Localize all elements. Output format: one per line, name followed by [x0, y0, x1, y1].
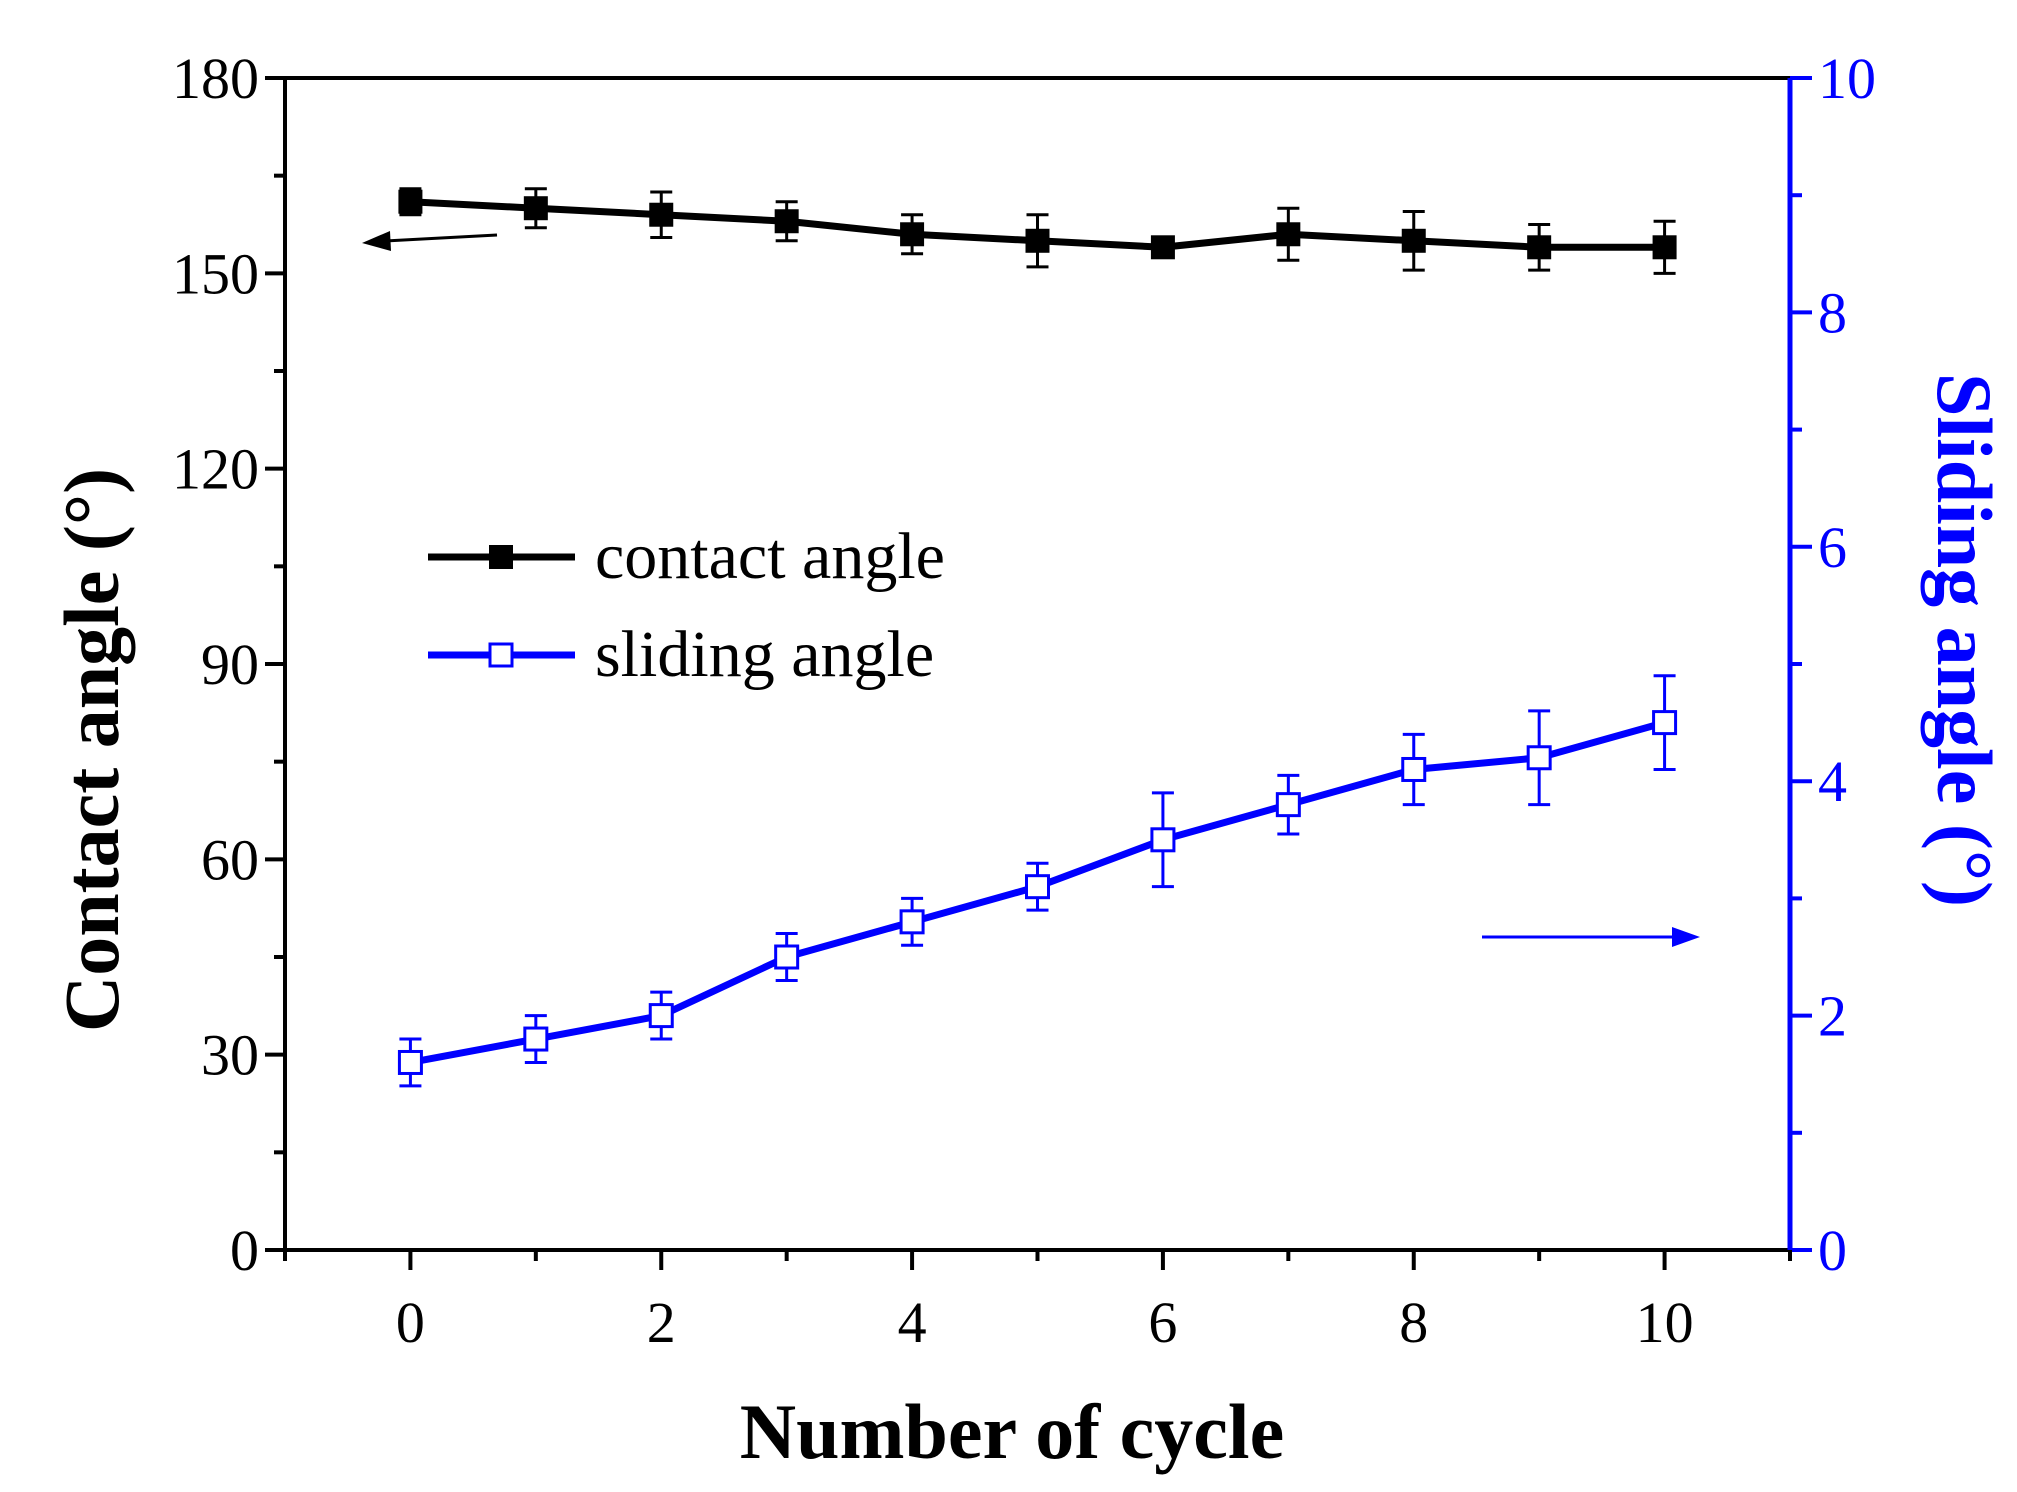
- data-point: [1652, 235, 1677, 260]
- left-tick-label: 150: [172, 241, 259, 306]
- data-point: [900, 222, 925, 247]
- legend: contact angle sliding angle: [428, 520, 945, 691]
- left-tick-label: 180: [172, 46, 259, 111]
- right-tick-label: 0: [1818, 1218, 1847, 1283]
- data-point: [1276, 222, 1301, 247]
- left-axis-ticks: 0 30 60 90 120 150 180: [172, 46, 285, 1283]
- data-point: [1275, 792, 1301, 818]
- legend-entry-contact-angle: contact angle: [428, 520, 945, 593]
- x-tick-label: 2: [647, 1290, 676, 1355]
- data-point: [899, 909, 925, 935]
- left-axis-title: Contact angle (°): [48, 468, 135, 1032]
- left-tick-label: 120: [172, 437, 259, 502]
- series-contact-angle: [398, 187, 1677, 275]
- series-layer: [397, 187, 1678, 1088]
- data-point: [523, 1026, 549, 1052]
- data-point: [1150, 827, 1176, 853]
- x-tick-label: 8: [1399, 1290, 1428, 1355]
- right-tick-label: 4: [1818, 749, 1847, 814]
- data-point: [1025, 228, 1050, 253]
- data-point: [523, 196, 548, 221]
- left-tick-label: 30: [201, 1023, 259, 1088]
- x-axis-title: Number of cycle: [740, 1388, 1284, 1475]
- right-axis-ticks: 0 2 4 6 8 10: [1790, 46, 1876, 1283]
- data-point: [1401, 756, 1427, 782]
- data-point: [774, 209, 799, 234]
- right-tick-label: 10: [1818, 46, 1876, 111]
- data-point: [1526, 745, 1552, 771]
- sliding-angle-arrow: [1482, 927, 1700, 947]
- data-point: [397, 1049, 423, 1075]
- x-tick-label: 10: [1636, 1290, 1694, 1355]
- legend-label-sliding-angle: sliding angle: [595, 618, 934, 691]
- contact-angle-arrow: [362, 231, 498, 251]
- data-point: [1527, 235, 1552, 260]
- left-tick-label: 90: [201, 632, 259, 697]
- legend-label-contact-angle: contact angle: [595, 520, 945, 593]
- data-point: [398, 189, 423, 214]
- data-point: [1025, 874, 1050, 900]
- x-tick-label: 6: [1148, 1290, 1177, 1355]
- x-tick-label: 4: [898, 1290, 927, 1355]
- left-tick-label: 60: [201, 827, 259, 892]
- x-tick-label: 0: [396, 1290, 425, 1355]
- data-point: [648, 1003, 674, 1029]
- x-axis-ticks: 0 2 4 6 8 10: [283, 1250, 1792, 1355]
- right-tick-label: 6: [1818, 515, 1847, 580]
- data-point: [1150, 235, 1175, 260]
- left-tick-label: 0: [230, 1218, 259, 1283]
- right-tick-label: 8: [1818, 280, 1847, 345]
- right-tick-label: 2: [1818, 984, 1847, 1049]
- right-axis-title: Sliding angle (°): [1921, 373, 2008, 907]
- data-point: [1401, 228, 1426, 253]
- series-sliding-angle: [397, 674, 1678, 1088]
- data-point: [774, 944, 800, 970]
- legend-entry-sliding-angle: sliding angle: [428, 618, 934, 691]
- data-point: [1652, 710, 1678, 736]
- data-point: [649, 202, 674, 227]
